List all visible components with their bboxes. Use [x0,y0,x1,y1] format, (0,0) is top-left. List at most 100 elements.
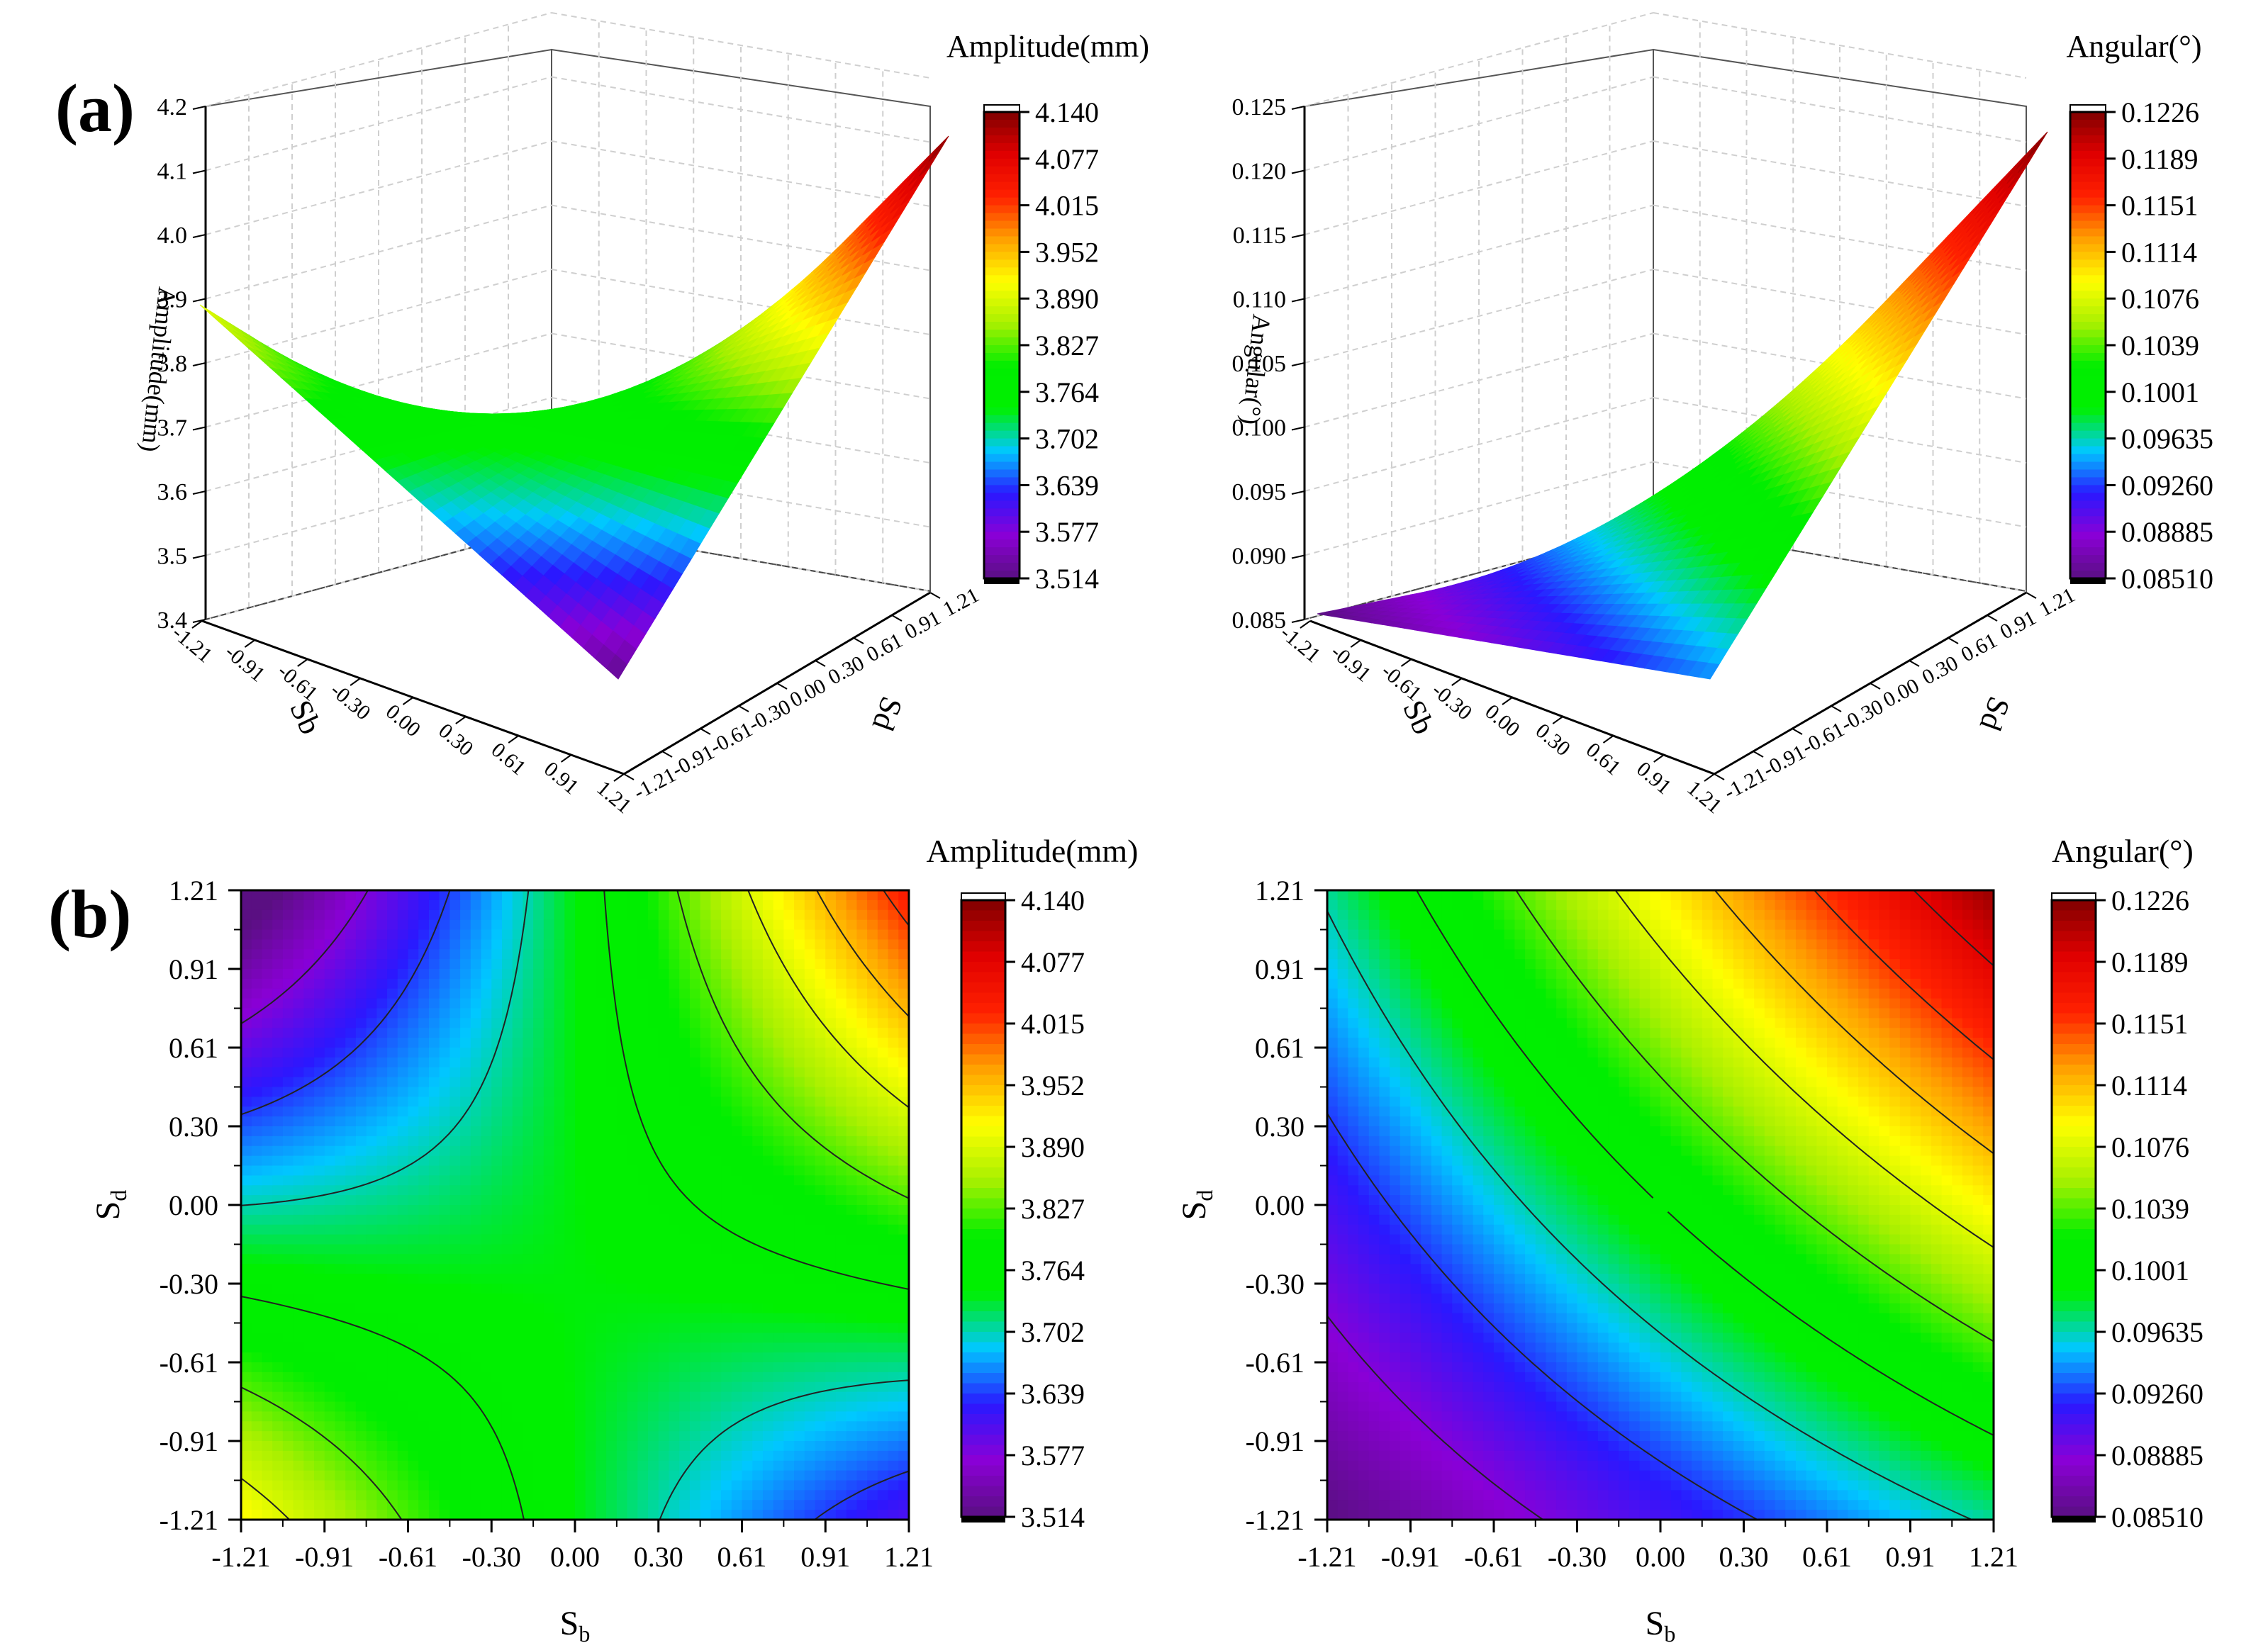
heatmap-cell [523,1038,534,1048]
heatmap-cell [314,1362,325,1373]
heatmap-cell [355,1145,367,1157]
heatmap-cell [449,1441,461,1452]
heatmap-cell [564,1214,576,1226]
heatmap-cell [376,1342,388,1353]
colorbar-band [984,306,1020,315]
heatmap-cell [314,1293,325,1304]
heatmap-cell [470,939,482,951]
heatmap-cell [533,939,544,951]
heatmap-cell [324,1421,336,1432]
heatmap-cell [324,988,336,999]
heatmap-cell [418,1028,430,1038]
heatmap-cell [376,1205,388,1216]
heatmap-cell [533,1185,544,1196]
heatmap-cell [554,1008,566,1019]
heatmap-cell [241,1185,252,1196]
heatmap-cell [564,1057,576,1068]
heatmap-cell [418,1381,430,1393]
heatmap-cell [449,899,461,911]
z-tick [1291,298,1305,303]
heatmap-cell [533,1008,544,1019]
heatmap-cell [470,1303,482,1314]
heatmap-cell [397,1195,409,1206]
heatmap-cell [387,1431,398,1442]
heatmap-cell [449,1155,461,1167]
heatmap-cell [324,1333,336,1344]
heatmap-cell [481,1333,493,1344]
heatmap-cell [376,890,388,901]
heatmap-cell [262,1431,273,1442]
heatmap-cell [251,1381,263,1393]
colorbar-band [2070,368,2106,377]
heatmap-cell [355,998,367,1009]
heatmap-cell [481,1401,493,1413]
heatmap-cell [376,1155,388,1167]
heatmap-cell [408,1067,420,1078]
heatmap-cell [376,1284,388,1294]
heatmap-cell [564,939,576,951]
heatmap-cell [470,1195,482,1206]
heatmap-cell [345,1195,357,1206]
heatmap-cell [512,1097,524,1108]
colorbar-tick-label: 0.1001 [2121,376,2199,408]
heatmap-cell [272,959,284,970]
heatmap-cell [262,1323,273,1334]
heatmap-cell [282,1018,294,1029]
sd-tick [1909,660,1920,667]
colorbar-band [2070,150,2106,159]
heatmap-cell [543,1441,555,1452]
heatmap-cell [376,1274,388,1284]
heatmap-cell [355,1480,367,1491]
sd-tick [891,615,903,622]
heatmap-cell [241,1441,252,1452]
heatmap-cell [523,1028,534,1038]
heatmap-cell [355,978,367,989]
heatmap-cell [564,1116,576,1127]
heatmap-cell [366,1097,378,1108]
heatmap-cell [481,1214,493,1226]
heatmap-cell [251,1018,263,1029]
heatmap-cell [241,1135,252,1147]
heatmap-cell [282,1175,294,1187]
z-axis-label: Angular(°) [1236,313,1276,426]
heatmap-cell [481,998,493,1009]
heatmap-cell [397,1008,409,1019]
colorbar-band [2070,345,2106,354]
heatmap-cell [241,1274,252,1284]
heatmap-cell [241,1323,252,1334]
heatmap-cell [470,1264,482,1274]
heatmap-cell [355,1195,367,1206]
heatmap-cell [418,1450,430,1462]
heatmap-cell [355,1057,367,1068]
heatmap-cell [564,929,576,941]
heatmap-cell [324,890,336,901]
sb-tick [455,716,467,724]
heatmap-cell [376,1303,388,1314]
heatmap-cell [512,969,524,980]
heatmap-cell [418,1401,430,1413]
heatmap-cell [251,949,263,960]
heatmap-cell [481,1323,493,1334]
heatmap-cell [543,1195,555,1206]
heatmap-cell [366,939,378,951]
heatmap-cell [272,1333,284,1344]
colorbar-band [2070,376,2106,385]
heatmap-cell [251,909,263,921]
heatmap-cell [397,1038,409,1048]
heatmap-cell [387,1293,398,1304]
heatmap-cell [481,1460,493,1471]
heatmap-cell [470,929,482,941]
heatmap-cell [523,1323,534,1334]
heatmap-cell [303,1175,315,1187]
heatmap-cell [418,1087,430,1098]
heatmap-cell [564,1097,576,1108]
heatmap-cell [376,1460,388,1471]
heatmap-cell [523,1362,534,1373]
z-tick-label: 0.115 [1233,223,1286,249]
heatmap-cell [262,1057,273,1068]
heatmap-cell [428,1264,440,1274]
heatmap-cell [241,1264,252,1274]
heatmap-cell [272,1155,284,1167]
heatmap-cell [543,1470,555,1481]
heatmap-cell [324,1214,336,1226]
